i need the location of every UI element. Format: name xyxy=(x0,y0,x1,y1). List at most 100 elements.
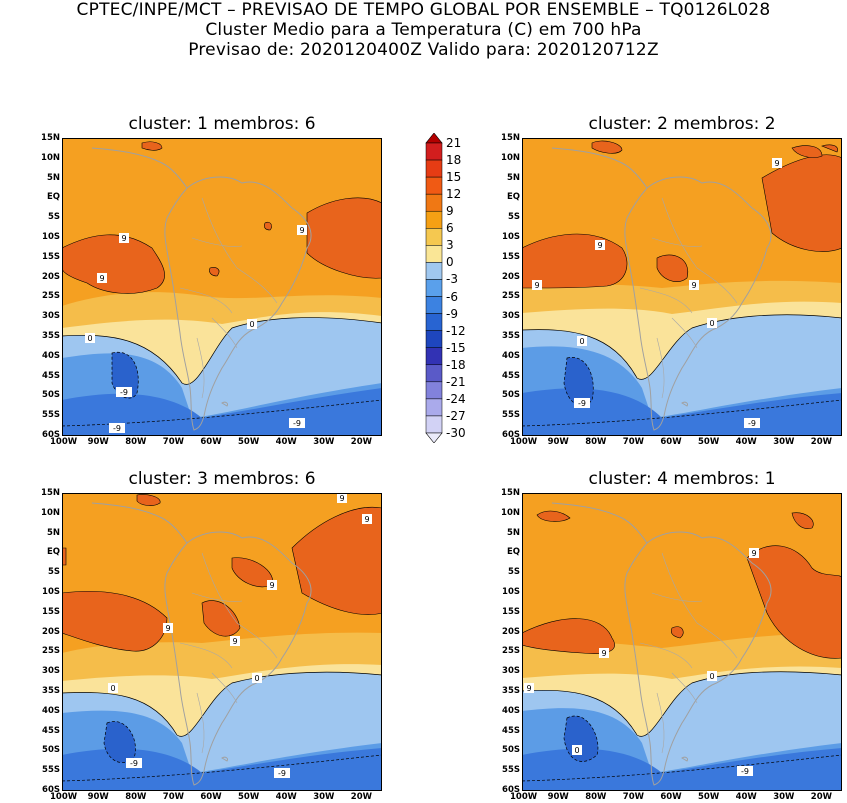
lat-tick-label: 35S xyxy=(502,686,520,696)
lat-tick-label: 40S xyxy=(42,705,60,716)
colorbar-segment xyxy=(425,142,443,161)
coastline xyxy=(221,401,228,407)
contour-label: 9 xyxy=(97,273,107,283)
contour-label: 9 xyxy=(337,493,347,503)
warm-region xyxy=(209,267,220,277)
lat-tick-label: 10S xyxy=(502,232,520,242)
svg-text:0: 0 xyxy=(87,334,92,343)
contour-label: 9 xyxy=(689,280,699,290)
lat-tick-label: 20S xyxy=(502,626,520,637)
lon-tick-label: 90W xyxy=(547,437,569,447)
svg-text:-9: -9 xyxy=(741,767,749,776)
colorbar-label: -24 xyxy=(446,391,466,406)
svg-text:9: 9 xyxy=(269,581,274,590)
lat-tick-label: 25S xyxy=(42,291,60,302)
country-border xyxy=(656,337,665,399)
lat-tick-label: 60S xyxy=(502,430,520,440)
warm-region xyxy=(746,545,842,659)
lat-tick-label: 55S xyxy=(502,765,520,776)
lat-tick-label: EQ xyxy=(46,192,60,203)
lat-tick-label: 15S xyxy=(42,606,60,617)
contour-0 xyxy=(62,317,382,385)
coastline xyxy=(91,147,188,189)
map-panel-cluster-2: 9 9 9 9 0 0 -9 -9 xyxy=(522,138,842,436)
lon-tick-label: 70W xyxy=(162,792,185,802)
colorbar-segment xyxy=(425,176,443,195)
colorbar-segment xyxy=(425,364,443,383)
colorbar-segment xyxy=(425,245,443,263)
colorbar-segment xyxy=(425,347,443,366)
lon-tick-label: 20W xyxy=(350,792,373,802)
lon-tick-label: 30W xyxy=(773,437,795,447)
lat-tick-label: 25S xyxy=(502,291,520,302)
lon-tick-label: 60W xyxy=(200,437,222,447)
lat-tick-label: 20S xyxy=(502,271,520,282)
contour-label: 9 xyxy=(532,280,542,290)
coastline xyxy=(164,176,312,431)
lat-tick-label: 20S xyxy=(42,626,60,637)
lon-tick-label: 100W xyxy=(510,437,538,447)
country-border xyxy=(211,672,238,704)
country-border xyxy=(201,552,238,624)
lon-tick-label: 30W xyxy=(773,792,795,802)
panel-2-title: cluster: 2 membros: 2 xyxy=(588,114,776,134)
svg-text:9: 9 xyxy=(99,274,104,283)
lon-tick-label: 80W xyxy=(125,792,147,802)
svg-text:-9: -9 xyxy=(748,419,756,428)
colorbar-segment xyxy=(425,262,443,280)
lat-tick-label: 15N xyxy=(501,488,520,498)
lat-tick-label: 40S xyxy=(502,350,520,361)
lon-tick-label: 70W xyxy=(622,437,645,447)
colorbar-label: -3 xyxy=(446,272,458,287)
lat-tick-label: 50S xyxy=(42,390,60,401)
lat-tick-label: 60S xyxy=(502,785,520,795)
main-title-line2: Cluster Medio para a Temperatura (C) em … xyxy=(205,20,642,40)
contour-label: 9 xyxy=(772,158,782,168)
colorbar-segment xyxy=(425,210,443,229)
colorbar-label: 9 xyxy=(446,204,454,219)
svg-text:0: 0 xyxy=(709,319,714,328)
country-border xyxy=(236,622,278,659)
main-title-line1: CPTEC/INPE/MCT – PREVISAO DE TEMPO GLOBA… xyxy=(76,0,771,20)
contour-label: -9 xyxy=(116,387,132,397)
lat-tick-label: EQ xyxy=(506,192,520,203)
lat-tick-label: 35S xyxy=(42,331,60,341)
contour-0 xyxy=(522,671,842,737)
warm-region xyxy=(522,233,628,289)
lon-tick-label: 60W xyxy=(660,437,682,447)
colorbar-segment xyxy=(425,398,443,417)
warm-region xyxy=(536,510,571,522)
svg-text:0: 0 xyxy=(249,320,254,329)
svg-text:9: 9 xyxy=(526,684,531,693)
contour-minus9-cell xyxy=(563,715,599,762)
svg-text:-9: -9 xyxy=(578,399,586,408)
lat-tick-label: 20S xyxy=(42,271,60,282)
lat-tick-label: 15S xyxy=(502,606,520,617)
contour-label: 9 xyxy=(230,636,240,646)
lat-tick-label: 50S xyxy=(502,390,520,401)
lon-tick-label: 60W xyxy=(200,792,222,802)
svg-text:9: 9 xyxy=(691,281,696,290)
colorbar-label: 12 xyxy=(446,187,462,202)
contour-label: 9 xyxy=(595,240,605,250)
contour-minus9-cell xyxy=(563,357,594,406)
coastline xyxy=(91,502,188,544)
country-border xyxy=(651,237,703,247)
lon-tick-label: 20W xyxy=(810,437,833,447)
contour-label: 9 xyxy=(163,623,173,633)
colorbar-label: -21 xyxy=(446,374,466,389)
lat-tick-label: 10S xyxy=(42,587,60,597)
svg-text:-9: -9 xyxy=(130,759,138,768)
lat-tick-label: 10N xyxy=(501,152,520,163)
lat-tick-label: 15N xyxy=(41,133,60,143)
colorbar xyxy=(425,133,443,443)
contour-label: -9 xyxy=(737,766,753,776)
lat-tick-label: 10N xyxy=(501,507,520,518)
lat-tick-label: 10N xyxy=(41,152,60,163)
lon-tick-label: 50W xyxy=(238,437,260,447)
contour-label: -9 xyxy=(574,398,590,408)
contour-0 xyxy=(522,314,842,380)
country-border xyxy=(196,337,205,399)
svg-text:-9: -9 xyxy=(293,419,301,428)
lon-tick-label: 90W xyxy=(87,792,109,802)
